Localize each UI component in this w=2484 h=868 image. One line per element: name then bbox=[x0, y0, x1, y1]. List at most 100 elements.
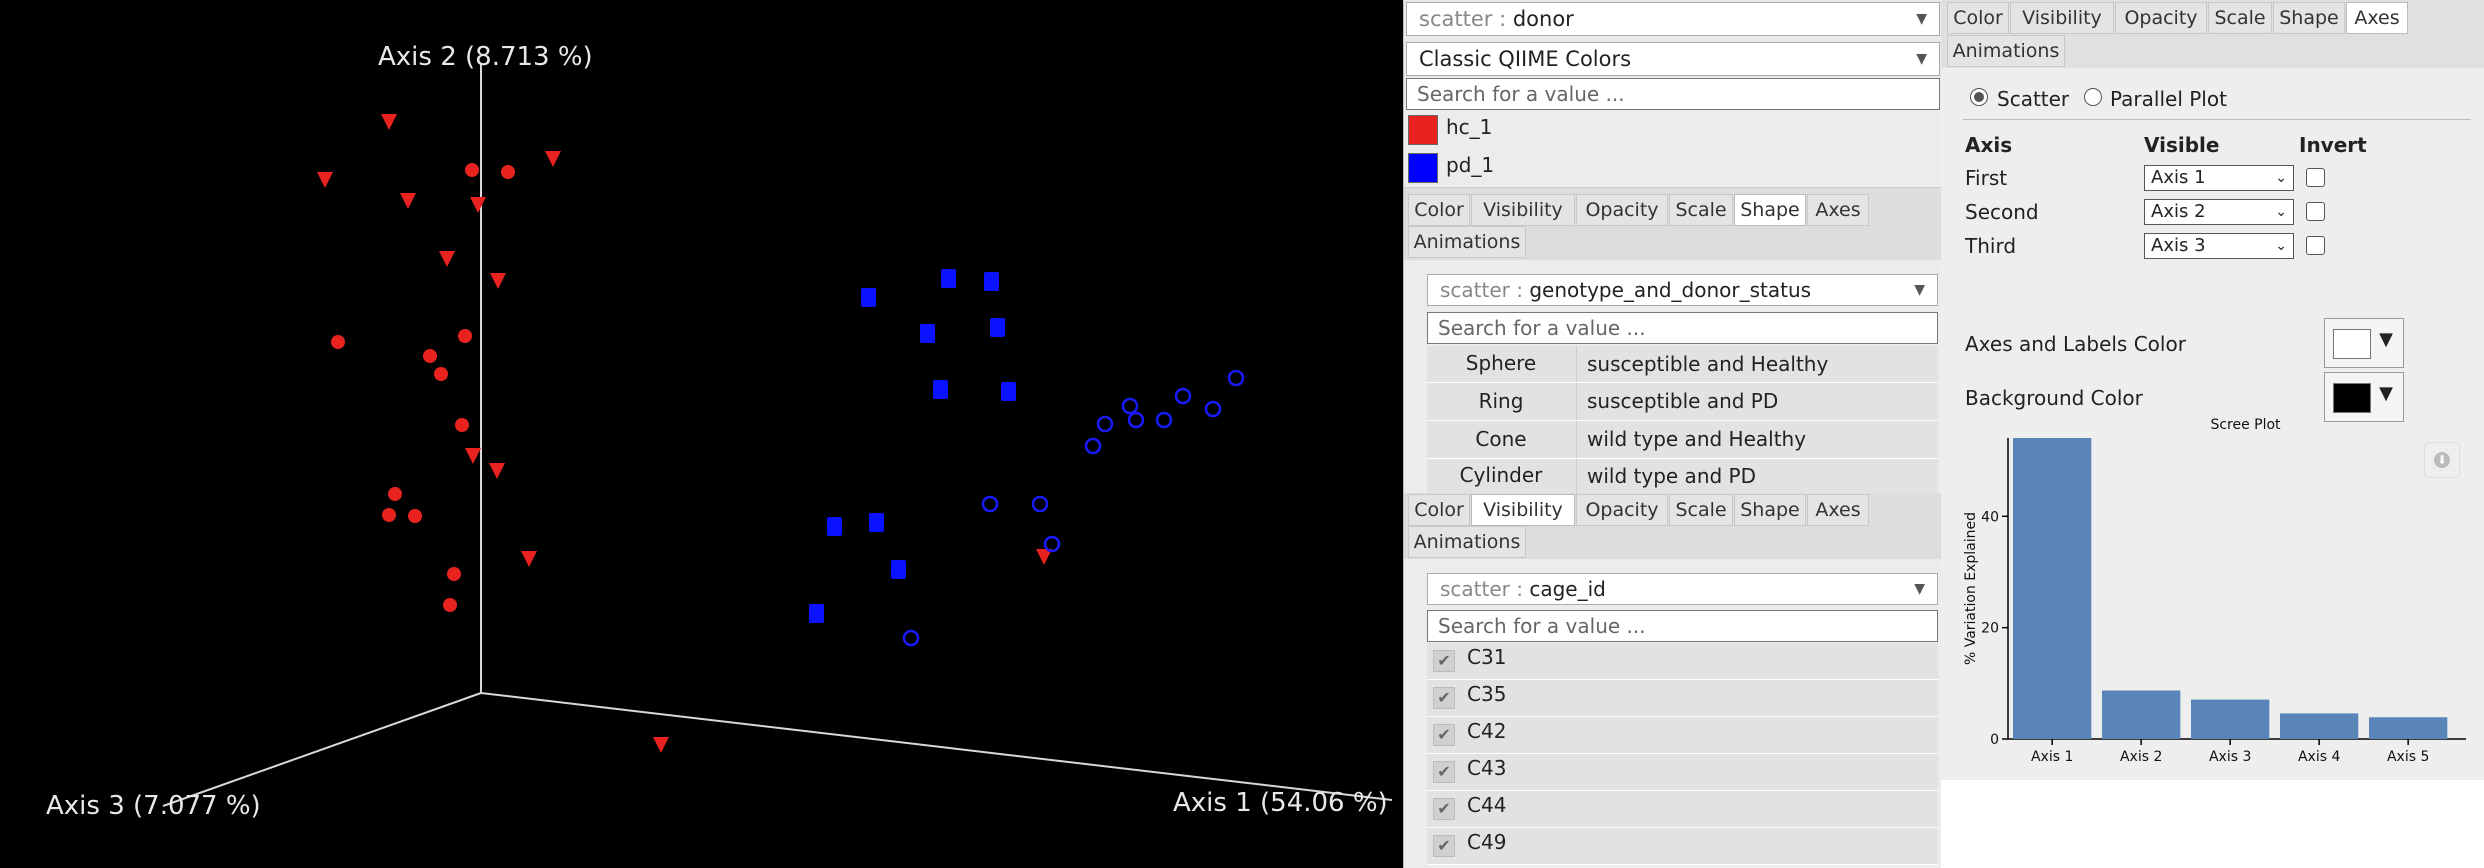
tab-animations[interactable]: Animations bbox=[1947, 35, 2065, 67]
point-cone-red[interactable] bbox=[439, 251, 455, 267]
point-cylinder-blue[interactable] bbox=[869, 513, 884, 532]
invert-third-checkbox[interactable] bbox=[2306, 236, 2325, 255]
point-cone-red[interactable] bbox=[490, 273, 506, 289]
tab-opacity[interactable]: Opacity bbox=[2115, 2, 2207, 34]
point-sphere-red[interactable] bbox=[465, 163, 479, 177]
point-cylinder-blue[interactable] bbox=[809, 604, 824, 623]
visibility-search-input[interactable]: Search for a value ... bbox=[1427, 610, 1938, 642]
point-cylinder-blue[interactable] bbox=[933, 380, 948, 399]
shape-row[interactable]: Cylinder wild type and PD bbox=[1427, 459, 1938, 494]
invert-second-checkbox[interactable] bbox=[2306, 202, 2325, 221]
visibility-metadata-dropdown[interactable]: scatter : cage_id ▼ bbox=[1427, 573, 1938, 605]
point-sphere-red[interactable] bbox=[382, 508, 396, 522]
shape-search-input[interactable]: Search for a value ... bbox=[1427, 312, 1938, 344]
point-cylinder-blue[interactable] bbox=[827, 517, 842, 536]
tab-axes[interactable]: Axes bbox=[2346, 2, 2408, 34]
tab-scale[interactable]: Scale bbox=[2208, 2, 2272, 34]
tab-visibility[interactable]: Visibility bbox=[1471, 494, 1575, 526]
axes-color-picker[interactable]: ▼ bbox=[2324, 318, 2404, 368]
point-cone-red[interactable] bbox=[489, 463, 505, 479]
point-cone-red[interactable] bbox=[470, 197, 486, 213]
parallel-plot-radio[interactable] bbox=[2084, 88, 2102, 106]
tab-opacity[interactable]: Opacity bbox=[1576, 494, 1668, 526]
point-sphere-red[interactable] bbox=[455, 418, 469, 432]
point-ring-blue[interactable] bbox=[981, 495, 999, 513]
first-axis-select[interactable]: Axis 1 ⌄ bbox=[2144, 165, 2294, 191]
point-cylinder-blue[interactable] bbox=[1001, 382, 1016, 401]
color-search-input[interactable]: Search for a value ... bbox=[1406, 78, 1940, 110]
shape-select[interactable]: Cone bbox=[1475, 427, 1527, 451]
point-ring-blue[interactable] bbox=[1204, 400, 1222, 418]
tab-animations[interactable]: Animations bbox=[1408, 226, 1526, 258]
tab-color[interactable]: Color bbox=[1408, 494, 1470, 526]
point-cone-red[interactable] bbox=[465, 448, 481, 464]
point-ring-blue[interactable] bbox=[902, 629, 920, 647]
point-cylinder-blue[interactable] bbox=[891, 560, 906, 579]
tab-shape[interactable]: Shape bbox=[1734, 494, 1806, 526]
point-ring-blue[interactable] bbox=[1043, 535, 1061, 553]
visibility-row[interactable]: ✔ C44 bbox=[1427, 791, 1938, 828]
point-cylinder-blue[interactable] bbox=[984, 272, 999, 291]
tab-color[interactable]: Color bbox=[1408, 194, 1470, 226]
tab-opacity[interactable]: Opacity bbox=[1576, 194, 1668, 226]
tab-shape[interactable]: Shape bbox=[1734, 194, 1806, 226]
scatter-plot-canvas[interactable]: Axis 2 (8.713 %) Axis 1 (54.06 %) Axis 3… bbox=[0, 0, 1403, 868]
point-sphere-red[interactable] bbox=[447, 567, 461, 581]
shape-select[interactable]: Ring bbox=[1478, 389, 1524, 413]
visibility-row[interactable]: ✔ C35 bbox=[1427, 680, 1938, 717]
tab-axes[interactable]: Axes bbox=[1807, 194, 1869, 226]
point-ring-blue[interactable] bbox=[1174, 387, 1192, 405]
point-cone-red[interactable] bbox=[521, 551, 537, 567]
download-button[interactable]: ⬇ bbox=[2424, 442, 2460, 478]
shape-row[interactable]: Cone wild type and Healthy bbox=[1427, 421, 1938, 459]
point-cylinder-blue[interactable] bbox=[861, 288, 876, 307]
point-sphere-red[interactable] bbox=[408, 509, 422, 523]
visibility-row[interactable]: ✔ C49 bbox=[1427, 828, 1938, 865]
color-metadata-dropdown[interactable]: scatter : donor ▼ bbox=[1406, 2, 1940, 36]
checkbox-checked[interactable]: ✔ bbox=[1433, 835, 1455, 857]
invert-first-checkbox[interactable] bbox=[2306, 168, 2325, 187]
second-axis-select[interactable]: Axis 2 ⌄ bbox=[2144, 199, 2294, 225]
point-sphere-red[interactable] bbox=[443, 598, 457, 612]
legend-row-hc1[interactable]: hc_1 bbox=[1404, 111, 1942, 150]
point-ring-blue[interactable] bbox=[1127, 411, 1145, 429]
point-sphere-red[interactable] bbox=[331, 335, 345, 349]
tab-scale[interactable]: Scale bbox=[1669, 494, 1733, 526]
checkbox-checked[interactable]: ✔ bbox=[1433, 650, 1455, 672]
checkbox-checked[interactable]: ✔ bbox=[1433, 798, 1455, 820]
shape-select[interactable]: Cylinder bbox=[1459, 463, 1543, 487]
point-ring-blue[interactable] bbox=[1096, 415, 1114, 433]
point-cylinder-blue[interactable] bbox=[941, 269, 956, 288]
point-sphere-red[interactable] bbox=[501, 165, 515, 179]
point-cone-red[interactable] bbox=[1036, 549, 1052, 565]
color-swatch[interactable] bbox=[1408, 153, 1438, 183]
visibility-row[interactable]: ✔ C31 bbox=[1427, 643, 1938, 680]
visibility-row[interactable]: ✔ C43 bbox=[1427, 754, 1938, 791]
shape-row[interactable]: Ring susceptible and PD bbox=[1427, 383, 1938, 421]
point-sphere-red[interactable] bbox=[388, 487, 402, 501]
legend-row-pd1[interactable]: pd_1 bbox=[1404, 149, 1942, 188]
shape-row[interactable]: Sphere susceptible and Healthy bbox=[1427, 346, 1938, 383]
point-cone-red[interactable] bbox=[381, 114, 397, 130]
shape-select[interactable]: Sphere bbox=[1465, 351, 1537, 375]
checkbox-checked[interactable]: ✔ bbox=[1433, 761, 1455, 783]
point-ring-blue[interactable] bbox=[1031, 495, 1049, 513]
point-sphere-red[interactable] bbox=[423, 349, 437, 363]
checkbox-checked[interactable]: ✔ bbox=[1433, 724, 1455, 746]
point-cylinder-blue[interactable] bbox=[990, 318, 1005, 337]
tab-shape[interactable]: Shape bbox=[2273, 2, 2345, 34]
point-ring-blue[interactable] bbox=[1227, 369, 1245, 387]
color-swatch[interactable] bbox=[1408, 115, 1438, 145]
point-sphere-red[interactable] bbox=[434, 367, 448, 381]
third-axis-select[interactable]: Axis 3 ⌄ bbox=[2144, 233, 2294, 259]
tab-color[interactable]: Color bbox=[1947, 2, 2009, 34]
point-ring-blue[interactable] bbox=[1084, 437, 1102, 455]
visibility-row[interactable]: ✔ C42 bbox=[1427, 717, 1938, 754]
point-ring-blue[interactable] bbox=[1155, 411, 1173, 429]
checkbox-checked[interactable]: ✔ bbox=[1433, 687, 1455, 709]
point-ring-blue[interactable] bbox=[1121, 397, 1139, 415]
point-cone-red[interactable] bbox=[653, 737, 669, 753]
point-cone-red[interactable] bbox=[545, 151, 561, 167]
point-cone-red[interactable] bbox=[400, 193, 416, 209]
tab-visibility[interactable]: Visibility bbox=[1471, 194, 1575, 226]
